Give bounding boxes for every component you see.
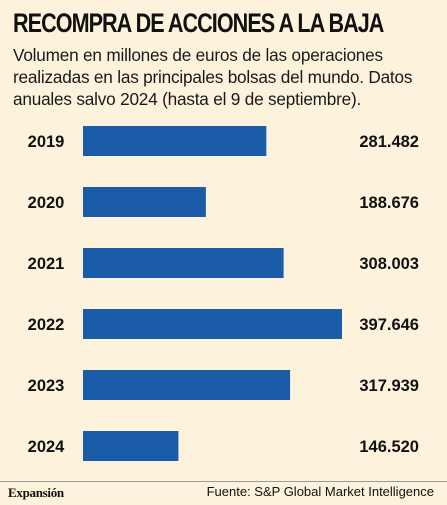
year-label-2021: 2021 [28,255,65,273]
bar-2021 [83,248,284,278]
year-label-2023: 2023 [28,377,65,395]
source-note: Fuente: S&P Global Market Intelligence [206,484,434,499]
year-label-2020: 2020 [28,194,65,212]
value-label-2021: 308.003 [359,255,419,273]
year-label-2019: 2019 [28,133,65,151]
value-label-2023: 317.939 [359,377,419,395]
bar-2020 [83,187,206,217]
year-label-2022: 2022 [28,316,65,334]
value-label-2019: 281.482 [359,133,419,151]
footer-divider [0,481,447,482]
year-label-2024: 2024 [28,438,66,456]
chart-title: RECOMPRA DE ACCIONES A LA BAJA [13,8,384,38]
value-label-2020: 188.676 [359,194,419,212]
chart-subtitle: Volumen en millones de euros de las oper… [13,45,413,109]
bar-2022 [83,309,342,339]
bar-2023 [83,370,291,400]
value-label-2022: 397.646 [359,316,419,334]
bar-chart: 2019 281.482 2020 188.676 2021 308.003 2022 397… [28,126,419,461]
brand-logo: Expansión [8,485,64,500]
value-label-2024: 146.520 [359,438,419,456]
bar-2024 [83,431,179,461]
bar-2019 [83,126,267,156]
